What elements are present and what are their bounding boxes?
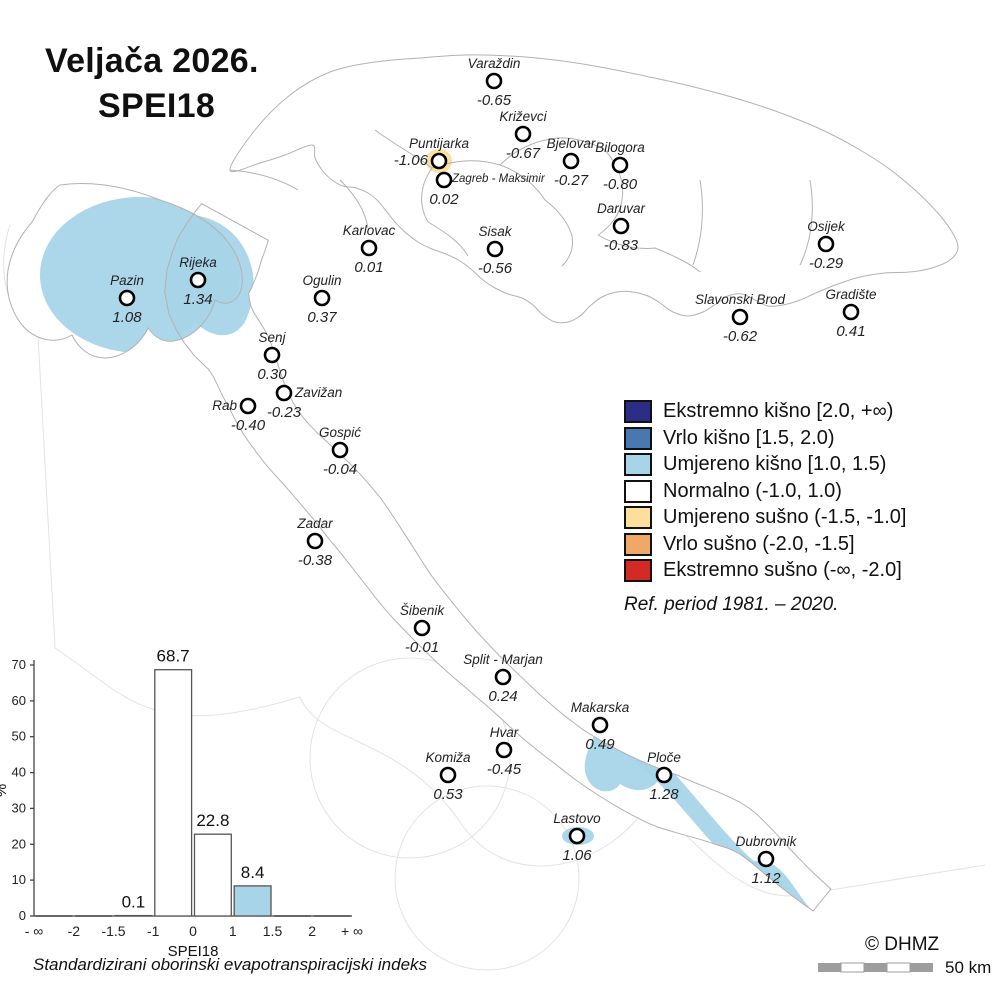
svg-text:Bilogora: Bilogora xyxy=(595,140,645,155)
svg-text:Split - Marjan: Split - Marjan xyxy=(463,652,543,667)
svg-text:Gradište: Gradište xyxy=(825,287,876,302)
svg-text:0: 0 xyxy=(189,923,197,939)
svg-text:-0.45: -0.45 xyxy=(487,761,522,778)
svg-text:-0.01: -0.01 xyxy=(405,639,439,656)
svg-text:-0.40: -0.40 xyxy=(231,417,266,434)
svg-text:Daruvar: Daruvar xyxy=(597,201,646,216)
svg-text:0.53: 0.53 xyxy=(433,786,463,803)
svg-text:0.41: 0.41 xyxy=(836,323,865,340)
svg-text:+ ∞: + ∞ xyxy=(341,923,363,939)
svg-text:0.49: 0.49 xyxy=(585,736,615,753)
svg-text:1.34: 1.34 xyxy=(183,291,212,308)
svg-text:-0.23: -0.23 xyxy=(267,404,302,421)
svg-text:0.01: 0.01 xyxy=(354,259,383,276)
svg-text:-0.29: -0.29 xyxy=(809,255,844,272)
svg-text:22.8: 22.8 xyxy=(196,811,229,830)
svg-text:0.37: 0.37 xyxy=(307,309,337,326)
svg-text:Zavižan: Zavižan xyxy=(294,385,342,400)
svg-text:Osijek: Osijek xyxy=(807,219,846,234)
svg-text:-1.06: -1.06 xyxy=(394,152,429,169)
svg-text:1.28: 1.28 xyxy=(649,786,679,803)
svg-text:Sisak: Sisak xyxy=(478,224,512,239)
svg-text:Lastovo: Lastovo xyxy=(553,811,601,826)
svg-text:Makarska: Makarska xyxy=(571,700,630,715)
svg-text:70: 70 xyxy=(12,657,26,672)
svg-text:-0.83: -0.83 xyxy=(604,237,639,254)
svg-text:-0.67: -0.67 xyxy=(506,145,541,162)
svg-text:0.1: 0.1 xyxy=(122,893,146,912)
svg-text:-1.5: -1.5 xyxy=(101,923,125,939)
svg-text:-0.56: -0.56 xyxy=(478,260,513,277)
svg-text:Rijeka: Rijeka xyxy=(179,255,217,270)
svg-text:0: 0 xyxy=(19,908,26,923)
svg-text:-0.80: -0.80 xyxy=(603,176,638,193)
svg-text:1.12: 1.12 xyxy=(751,870,781,887)
svg-text:Komiža: Komiža xyxy=(425,750,471,765)
svg-text:2: 2 xyxy=(308,923,316,939)
svg-text:8.4: 8.4 xyxy=(241,863,265,882)
svg-text:Varaždin: Varaždin xyxy=(468,56,521,71)
svg-text:Zagreb - Maksimir: Zagreb - Maksimir xyxy=(451,173,546,185)
svg-text:Križevci: Križevci xyxy=(499,109,547,124)
svg-text:Gospić: Gospić xyxy=(319,425,361,440)
svg-text:-0.62: -0.62 xyxy=(723,328,758,345)
svg-text:Rab: Rab xyxy=(212,398,237,413)
svg-text:Šibenik: Šibenik xyxy=(400,603,446,618)
svg-text:-1: -1 xyxy=(147,923,160,939)
svg-text:-2: -2 xyxy=(68,923,81,939)
svg-text:Dubrovnik: Dubrovnik xyxy=(736,834,798,849)
svg-text:1.08: 1.08 xyxy=(112,309,142,326)
svg-text:SPEI18: SPEI18 xyxy=(168,943,219,960)
svg-text:68.7: 68.7 xyxy=(157,647,190,666)
svg-text:Ploče: Ploče xyxy=(647,750,681,765)
svg-text:1.5: 1.5 xyxy=(263,923,283,939)
svg-text:-0.65: -0.65 xyxy=(477,92,512,109)
svg-text:- ∞: - ∞ xyxy=(25,923,44,939)
svg-text:50: 50 xyxy=(12,729,26,744)
svg-text:0.24: 0.24 xyxy=(488,688,517,705)
svg-text:1: 1 xyxy=(229,923,237,939)
svg-text:0.02: 0.02 xyxy=(429,191,459,208)
svg-text:Pazin: Pazin xyxy=(110,273,144,288)
svg-text:%: % xyxy=(0,784,10,797)
svg-text:0.30: 0.30 xyxy=(257,366,287,383)
svg-text:Slavonski Brod: Slavonski Brod xyxy=(695,292,786,307)
svg-text:Senj: Senj xyxy=(258,330,286,345)
svg-text:40: 40 xyxy=(12,765,26,780)
svg-text:Bjelovar: Bjelovar xyxy=(547,136,596,151)
svg-text:60: 60 xyxy=(12,693,26,708)
svg-text:Puntijarka: Puntijarka xyxy=(409,136,470,151)
svg-text:Hvar: Hvar xyxy=(490,725,519,740)
svg-text:1.06: 1.06 xyxy=(562,847,592,864)
svg-text:Karlovac: Karlovac xyxy=(343,223,396,238)
svg-text:30: 30 xyxy=(12,800,26,815)
svg-text:-0.04: -0.04 xyxy=(323,461,357,478)
svg-text:Zadar: Zadar xyxy=(296,516,333,531)
svg-text:-0.27: -0.27 xyxy=(554,172,589,189)
svg-text:20: 20 xyxy=(12,836,26,851)
svg-text:Ogulin: Ogulin xyxy=(302,273,341,288)
svg-text:10: 10 xyxy=(12,872,26,887)
svg-text:-0.38: -0.38 xyxy=(298,552,333,569)
